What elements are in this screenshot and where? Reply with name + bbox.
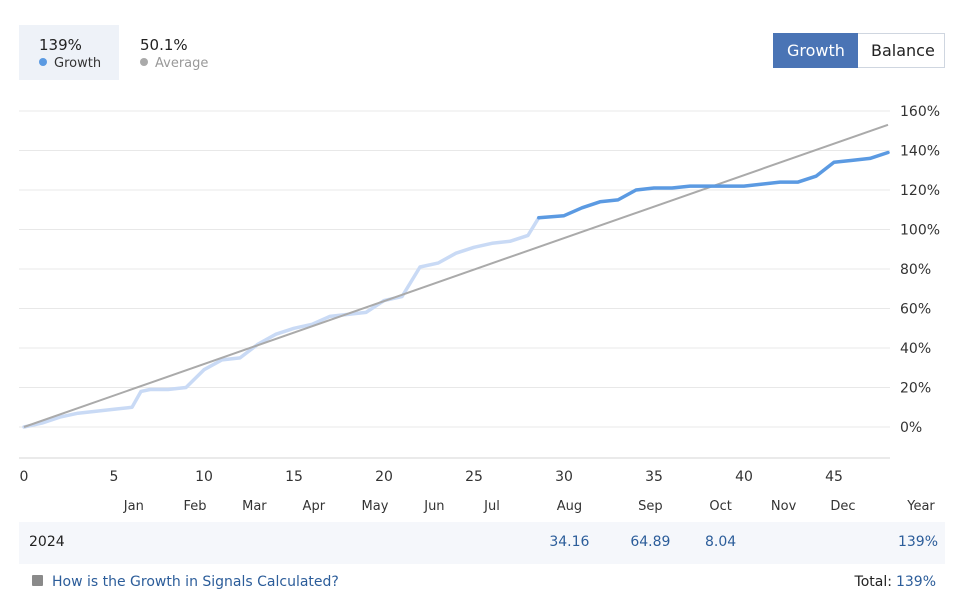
month-label: Jun	[423, 499, 444, 514]
y-tick-label: 20%	[900, 381, 931, 397]
y-tick-label: 40%	[900, 341, 931, 357]
growth-chart: 0% 20% 40% 60% 80% 100% 120% 140% 160% 0 5 10 15 20 25…	[19, 104, 940, 514]
month-label: Dec	[830, 499, 855, 514]
x-tick-label: 20	[375, 469, 393, 485]
month-label: Oct	[709, 499, 731, 514]
month-label: Feb	[183, 499, 206, 514]
growth-line-recent	[537, 150, 890, 220]
month-label: Apr	[303, 499, 326, 514]
year-label: 2024	[29, 534, 65, 550]
balance-tab[interactable]: Balance	[858, 33, 945, 68]
y-tick-label: 100%	[900, 223, 940, 239]
year-row: 2024 34.16 64.89 8.04 139%	[19, 522, 945, 564]
x-tick-label: 45	[825, 469, 843, 485]
month-label: Sep	[638, 499, 663, 514]
y-tick-label: 80%	[900, 262, 931, 278]
growth-stat-label: Growth	[39, 55, 119, 72]
y-tick-label: 0%	[900, 420, 922, 436]
average-dot-icon	[140, 58, 148, 66]
growth-dot-icon	[39, 58, 47, 66]
month-label: Aug	[557, 499, 582, 514]
total-value: 139%	[895, 574, 936, 590]
x-tick-label: 35	[645, 469, 663, 485]
x-tick-label: 0	[20, 469, 29, 485]
y-tick-label: 140%	[900, 144, 940, 160]
growth-stat-value: 139%	[39, 36, 82, 54]
month-label: May	[362, 499, 389, 514]
x-tick-label: 40	[735, 469, 753, 485]
x-tick-label: 15	[285, 469, 303, 485]
average-stat-value: 50.1%	[140, 36, 188, 54]
year-column-label: Year	[906, 499, 935, 514]
average-stat-label: Average	[140, 55, 230, 72]
total: Total: 139%	[855, 574, 936, 590]
chart-mode-toggle: Growth Balance	[773, 33, 945, 68]
month-value: 8.04	[705, 534, 737, 550]
x-tick-label: 10	[195, 469, 213, 485]
average-stat[interactable]: 50.1% Average	[120, 25, 230, 80]
month-value: 64.89	[630, 534, 671, 550]
y-tick-label: 60%	[900, 302, 931, 318]
x-tick-label: 25	[465, 469, 483, 485]
info-icon	[32, 575, 43, 586]
growth-help-link[interactable]: How is the Growth in Signals Calculated?	[52, 574, 339, 590]
y-tick-label: 160%	[900, 104, 940, 120]
year-total: 139%	[897, 534, 939, 550]
month-label: Nov	[771, 499, 797, 514]
month-value: 34.16	[549, 534, 590, 550]
growth-line-earlier	[22, 215, 541, 429]
growth-stat[interactable]: 139% Growth	[19, 25, 119, 80]
total-label: Total:	[854, 574, 892, 590]
month-label: Jul	[483, 499, 500, 514]
footer: How is the Growth in Signals Calculated?…	[32, 574, 936, 594]
month-label: Mar	[242, 499, 267, 514]
growth-tab[interactable]: Growth	[773, 33, 858, 68]
month-label: Jan	[123, 499, 144, 514]
x-tick-label: 30	[555, 469, 573, 485]
y-tick-label: 120%	[900, 183, 940, 199]
average-line	[23, 123, 889, 428]
x-tick-label: 5	[110, 469, 119, 485]
